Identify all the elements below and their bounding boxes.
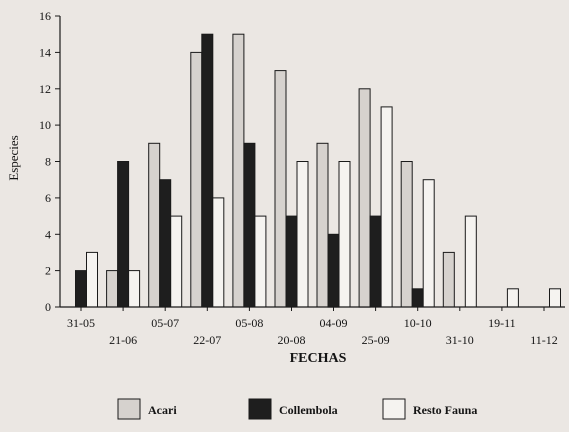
bar-resto-fauna-11-12 xyxy=(549,288,561,308)
y-tick-label: 12 xyxy=(39,82,51,96)
y-tick-label: 16 xyxy=(39,9,51,23)
bar-resto-fauna-05-08 xyxy=(254,215,267,308)
legend-label-resto-fauna: Resto Fauna xyxy=(413,403,477,417)
bar-collembola-04-09 xyxy=(327,233,340,308)
y-tick-label: 14 xyxy=(39,45,51,59)
legend-swatch-acari xyxy=(117,398,141,420)
x-tick-label: 04-09 xyxy=(320,316,348,330)
bar-collembola-21-06 xyxy=(117,161,130,308)
bar-resto-fauna-22-07 xyxy=(212,197,225,308)
bar-collembola-31-05 xyxy=(75,270,87,308)
x-axis-label: FECHAS xyxy=(290,351,347,366)
bar-resto-fauna-10-10 xyxy=(422,179,435,308)
bar-acari-05-08 xyxy=(232,33,245,308)
bar-acari-20-08 xyxy=(274,70,287,308)
bar-resto-fauna-25-09 xyxy=(380,106,393,308)
bar-resto-fauna-19-11 xyxy=(506,288,519,308)
x-tick-label: 20-08 xyxy=(278,333,306,347)
y-tick-label: 10 xyxy=(39,118,51,132)
bar-acari-05-07 xyxy=(148,142,161,308)
bar-resto-fauna-05-07 xyxy=(170,215,183,308)
bar-collembola-10-10 xyxy=(411,288,424,308)
bar-resto-fauna-31-05 xyxy=(86,251,98,308)
bar-resto-fauna-20-08 xyxy=(296,161,309,308)
x-tick-label: 22-07 xyxy=(193,333,221,347)
axes-layer: 31-05 21-06 05-07 22-07 05-08 20-08 04-09 25-09… xyxy=(39,9,565,347)
bar-resto-fauna-31-10 xyxy=(464,215,477,308)
bar-acari-31-10 xyxy=(442,251,455,308)
bar-acari-22-07 xyxy=(190,51,203,308)
legend-swatch-resto-fauna xyxy=(382,398,406,420)
x-tick-label: 05-08 xyxy=(235,316,263,330)
x-tick-label: 31-05 xyxy=(67,316,95,330)
bar-collembola-22-07 xyxy=(201,33,214,308)
legend-label-acari: Acari xyxy=(148,403,177,417)
bar-acari-21-06 xyxy=(106,270,119,308)
x-tick-label: 31-10 xyxy=(446,333,474,347)
legend: Acari Collembola Resto Fauna xyxy=(117,398,477,420)
y-tick-label: 4 xyxy=(45,227,51,241)
x-tick-label: 25-09 xyxy=(362,333,390,347)
bar-collembola-20-08 xyxy=(285,215,298,308)
y-tick-label: 6 xyxy=(45,191,51,205)
y-tick-label: 8 xyxy=(45,155,51,169)
bar-acari-10-10 xyxy=(400,161,413,308)
bar-acari-04-09 xyxy=(316,142,329,308)
bars-layer xyxy=(75,33,561,308)
bar-collembola-05-07 xyxy=(159,179,172,308)
y-tick-label: 0 xyxy=(45,300,51,314)
y-tick-label: 2 xyxy=(45,264,51,278)
x-tick-label: 21-06 xyxy=(109,333,137,347)
bar-resto-fauna-04-09 xyxy=(338,161,351,308)
bar-resto-fauna-21-06 xyxy=(128,270,141,308)
bar-collembola-05-08 xyxy=(243,142,256,308)
x-tick-label: 10-10 xyxy=(404,316,432,330)
bar-acari-25-09 xyxy=(358,88,371,308)
bar-collembola-25-09 xyxy=(369,215,382,308)
y-axis-label: Especies xyxy=(6,135,21,180)
x-tick-label: 11-12 xyxy=(530,333,558,347)
legend-label-collembola: Collembola xyxy=(279,403,338,417)
x-tick-label: 19-11 xyxy=(488,316,516,330)
legend-swatch-collembola xyxy=(248,398,272,420)
x-tick-label: 05-07 xyxy=(151,316,179,330)
